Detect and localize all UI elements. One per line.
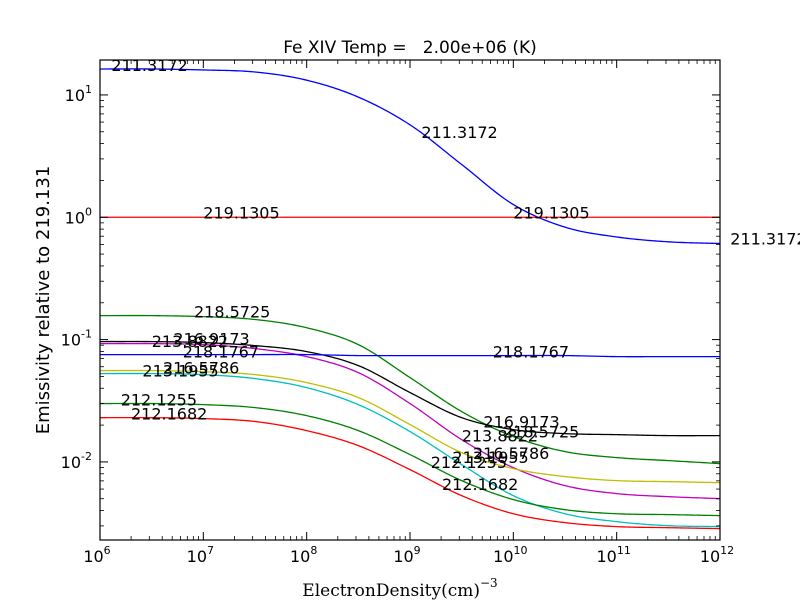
line-label-213-8822: 213.8822 bbox=[152, 332, 228, 351]
x-tick-label: 1012 bbox=[700, 544, 734, 566]
line-label-218-5725: 218.5725 bbox=[503, 423, 579, 442]
series-line-212-1255-8 bbox=[100, 402, 720, 517]
series-line-213-1955-7 bbox=[100, 372, 720, 528]
line-label-211-3172: 211.3172 bbox=[421, 123, 497, 142]
line-label-213-8822: 213.8822 bbox=[462, 426, 538, 445]
x-axis-label: ElectronDensity(cm)−3 bbox=[302, 576, 497, 600]
series-layer bbox=[100, 68, 720, 530]
x-axis-label-superscript: −3 bbox=[480, 576, 498, 590]
tick-labels: 106 107 108 109 1010 1011 1012 10-2 10-1 100 101 bbox=[61, 83, 735, 566]
x-tick-label: 1010 bbox=[493, 544, 527, 566]
x-tick-label: 108 bbox=[290, 544, 317, 566]
line-label-216-5786: 216.5786 bbox=[163, 359, 239, 378]
x-tick-label: 106 bbox=[83, 544, 110, 566]
y-axis-label: Emissivity relative to 219.131 bbox=[33, 166, 54, 435]
line-label-212-1682: 212.1682 bbox=[442, 475, 518, 494]
line-label-216-5786: 216.5786 bbox=[473, 444, 549, 463]
series-line-211-3172-0 bbox=[100, 68, 720, 245]
y-tick-label: 100 bbox=[65, 205, 92, 227]
series-line-216-9173-3 bbox=[100, 340, 720, 437]
series-line-218-5725-2 bbox=[100, 314, 720, 465]
series-line-218-1767-5 bbox=[100, 353, 720, 358]
y-tick-label: 10-2 bbox=[61, 450, 92, 472]
y-tick-label: 10-1 bbox=[61, 328, 92, 350]
line-label-212-1682: 212.1682 bbox=[131, 405, 207, 424]
y-tick-label: 101 bbox=[65, 83, 92, 105]
line-label-213-1955: 213.1955 bbox=[142, 362, 218, 381]
line-label-216-9173: 216.9173 bbox=[173, 329, 249, 348]
annotation-layer: 211.3172 211.3172 211.3172 219.1305 219.1305… bbox=[111, 56, 800, 494]
line-label-213-1955: 213.1955 bbox=[452, 448, 528, 467]
ticks-layer bbox=[99, 60, 721, 540]
line-label-212-1255: 212.1255 bbox=[121, 391, 197, 410]
x-tick-label: 1011 bbox=[596, 544, 630, 566]
series-line-216-5786-6 bbox=[100, 369, 720, 484]
line-label-218-1767: 218.1767 bbox=[493, 343, 569, 362]
line-label-218-5725: 218.5725 bbox=[194, 303, 270, 322]
x-axis-label-text: ElectronDensity(cm) bbox=[302, 581, 480, 600]
x-tick-label: 107 bbox=[187, 544, 214, 566]
line-label-211-3172: 211.3172 bbox=[730, 230, 800, 249]
x-tick-label: 109 bbox=[393, 544, 420, 566]
series-line-212-1682-9 bbox=[100, 416, 720, 530]
chart-title: Fe XIV Temp = 2.00e+06 (K) bbox=[283, 38, 537, 58]
line-label-219-1305: 219.1305 bbox=[513, 203, 589, 222]
line-label-216-9173: 216.9173 bbox=[483, 412, 559, 431]
line-label-211-3172: 211.3172 bbox=[111, 56, 187, 75]
line-label-219-1305: 219.1305 bbox=[203, 203, 279, 222]
plot-frame bbox=[99, 59, 721, 541]
line-label-218-1767: 218.1767 bbox=[183, 343, 259, 362]
line-label-212-1255: 212.1255 bbox=[431, 453, 507, 472]
series-line-213-8822-4 bbox=[100, 342, 720, 500]
